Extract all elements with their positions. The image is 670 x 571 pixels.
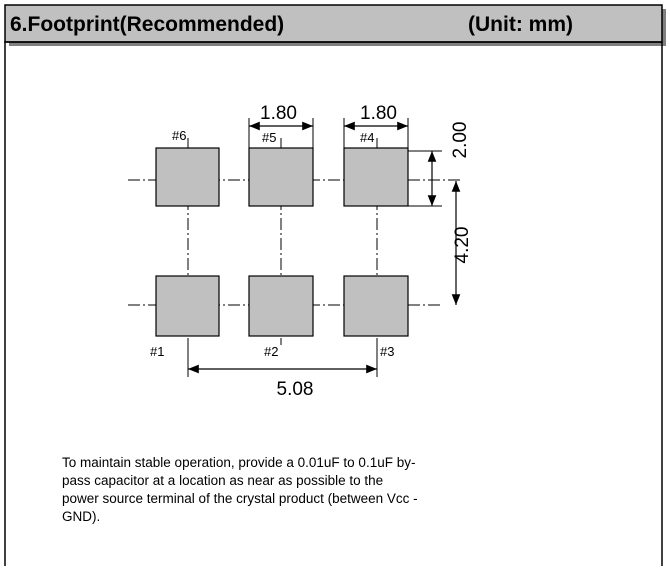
header-title: 6.Footprint(Recommended) bbox=[10, 13, 284, 36]
pads bbox=[155, 147, 409, 337]
pad-label: #6 bbox=[172, 128, 186, 143]
pad-label: #5 bbox=[262, 130, 276, 145]
note-line: pass capacitor at a location as near as … bbox=[62, 473, 383, 488]
dimension: 5.08 bbox=[277, 379, 314, 400]
note-line: power source terminal of the crystal pro… bbox=[62, 491, 418, 506]
header-unit: (Unit: mm) bbox=[468, 13, 573, 36]
pad-label: #1 bbox=[150, 344, 164, 359]
dimension: 2.00 bbox=[450, 122, 471, 159]
dimension: 4.20 bbox=[452, 227, 473, 264]
dimension: 1.80 bbox=[360, 103, 397, 124]
header-bar bbox=[4, 4, 663, 43]
pad-label: #4 bbox=[360, 130, 374, 145]
dimension-lines bbox=[187, 118, 461, 377]
note-line: GND). bbox=[62, 509, 100, 524]
dimension: 1.80 bbox=[260, 103, 297, 124]
note-line: To maintain stable operation, provide a … bbox=[62, 455, 415, 470]
pad-label: #2 bbox=[264, 344, 278, 359]
frame bbox=[4, 41, 663, 571]
pad-label: #3 bbox=[380, 344, 394, 359]
